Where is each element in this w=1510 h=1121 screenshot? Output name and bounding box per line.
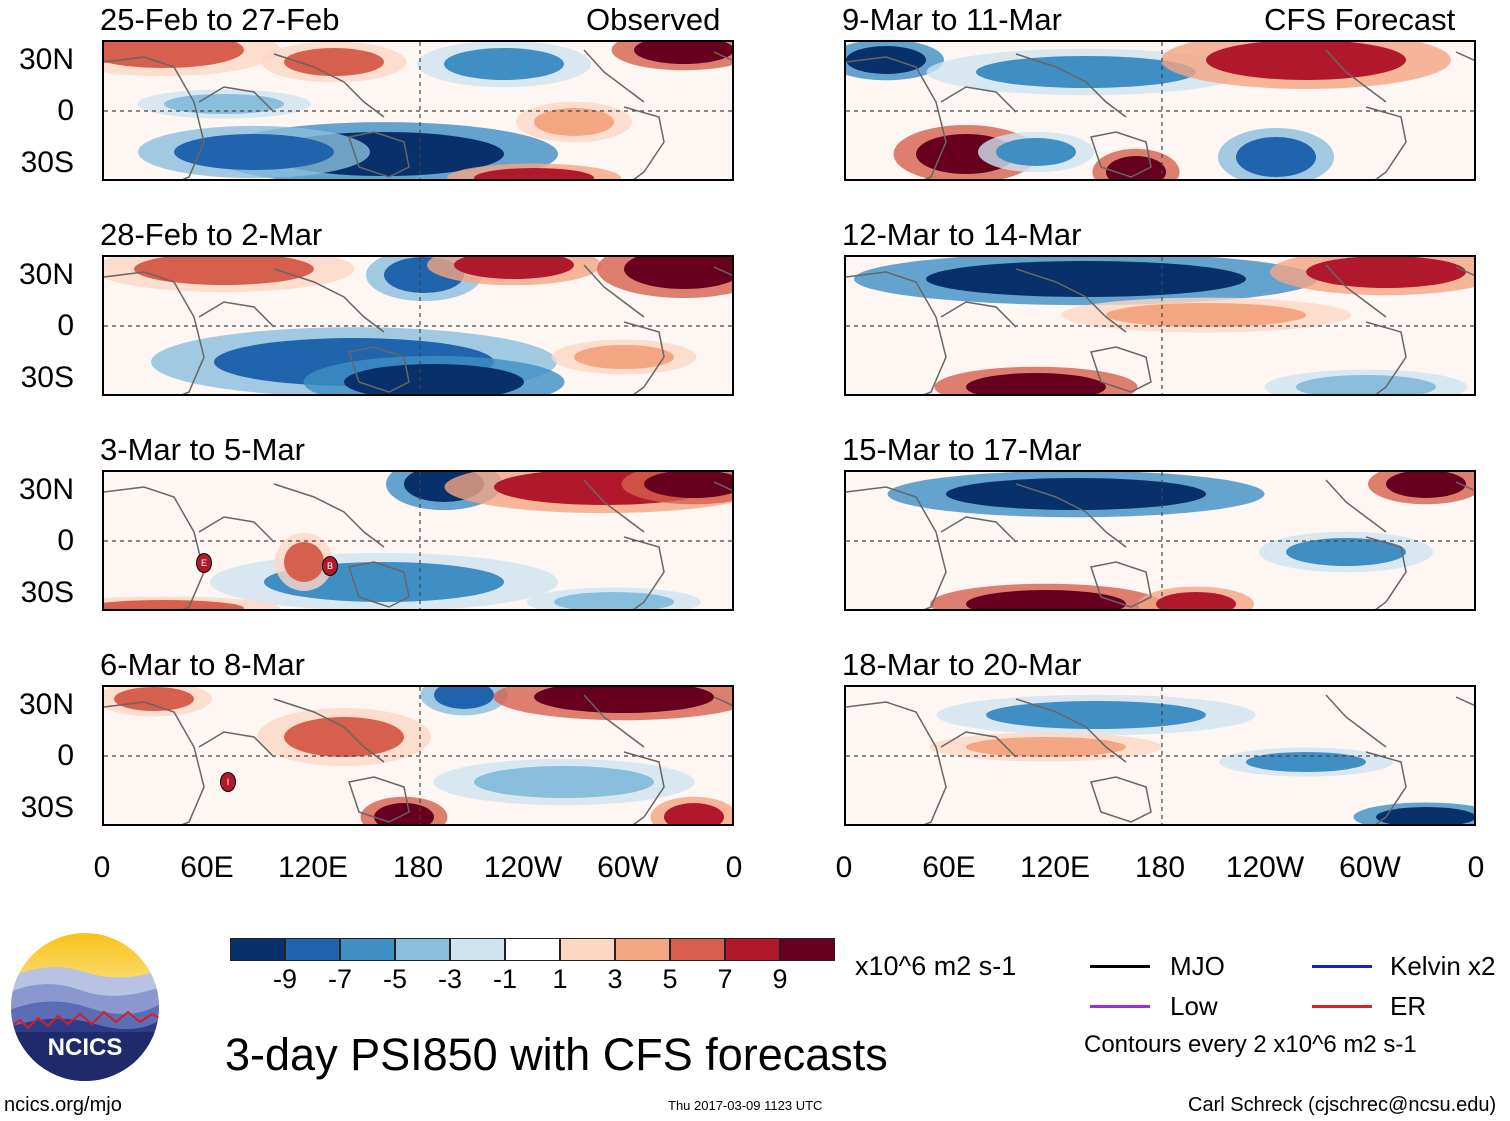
ncics-logo-graphic: NCICS [11, 933, 159, 1081]
ytick-30n: 30N [18, 473, 74, 506]
forecast-label: CFS Forecast [1264, 2, 1456, 37]
ytick-30s: 30S [20, 791, 74, 824]
footer-author: Carl Schreck (cjschrec@ncsu.edu) [1188, 1094, 1497, 1116]
field-map-8 [846, 687, 1474, 824]
legend-mjo-label: MJO [1170, 951, 1225, 981]
colorbar-label: 1 [552, 964, 568, 994]
legend-kelvin-label: Kelvin x2 [1390, 951, 1496, 981]
ytick-0: 0 [57, 309, 74, 342]
xtick-60w: 60W [597, 851, 659, 884]
map-panel-5 [844, 40, 1476, 181]
field-map-2 [104, 257, 732, 394]
xtick-60e: 60E [180, 851, 234, 884]
panel-title-3: 3-Mar to 5-Mar [100, 432, 305, 467]
legend-low-label: Low [1170, 991, 1218, 1021]
xtick-120w: 120W [483, 851, 563, 884]
ytick-30n: 30N [18, 688, 74, 721]
legend-low-line [1090, 1005, 1150, 1008]
xtick-0: 0 [93, 851, 111, 884]
xtick-180: 180 [1134, 851, 1186, 884]
panel-title-2: 28-Feb to 2-Mar [100, 217, 323, 252]
colorbar-units: x10^6 m2 s-1 [855, 951, 1017, 981]
panel-title-8: 18-Mar to 20-Mar [842, 647, 1082, 682]
storm-marker-e: E [196, 553, 212, 573]
ytick-0: 0 [57, 739, 74, 772]
xtick-60e: 60E [922, 851, 976, 884]
ytick-30s: 30S [20, 146, 74, 179]
ncics-logo: NCICS [10, 932, 160, 1082]
field-map-7 [846, 472, 1474, 609]
xtick-180: 180 [392, 851, 444, 884]
xtick-60w: 60W [1339, 851, 1401, 884]
observed-label: Observed [586, 2, 721, 37]
colorbar-swatch [450, 938, 505, 961]
map-panel-2 [102, 255, 734, 396]
colorbar-swatch [670, 938, 725, 961]
colorbar-label: -3 [437, 964, 462, 994]
colorbar-swatch [340, 938, 395, 961]
panel-title-4: 6-Mar to 8-Mar [100, 647, 305, 682]
ytick-0: 0 [57, 524, 74, 557]
ytick-30s: 30S [20, 361, 74, 394]
colorbar-label: -5 [382, 964, 407, 994]
field-map-4 [104, 687, 732, 824]
ytick-30n: 30N [18, 258, 74, 291]
legend-er-label: ER [1390, 991, 1427, 1021]
storm-marker-b: B [322, 556, 338, 576]
colorbar-label: 7 [717, 964, 733, 994]
colorbar-swatch [285, 938, 340, 961]
xtick-0-end: 0 [725, 851, 743, 884]
colorbar-label: 9 [772, 964, 788, 994]
ytick-30n: 30N [18, 43, 74, 76]
field-map-1 [104, 42, 732, 179]
colorbar-swatch [395, 938, 450, 961]
map-panel-4 [102, 685, 734, 826]
storm-marker-i: I [220, 772, 236, 792]
colorbar-label: -9 [272, 964, 297, 994]
ytick-30s: 30S [20, 576, 74, 609]
colorbar-swatch [725, 938, 780, 961]
xtick-120e: 120E [277, 851, 349, 884]
colorbar-label: -1 [492, 964, 517, 994]
legend-mjo-line [1090, 965, 1150, 968]
panel-title-5: 9-Mar to 11-Mar [842, 2, 1062, 37]
field-map-3 [104, 472, 732, 609]
field-map-5 [846, 42, 1474, 179]
map-panel-6 [844, 255, 1476, 396]
xtick-0: 0 [835, 851, 853, 884]
legend-kelvin-line [1312, 965, 1372, 968]
xtick-120w: 120W [1225, 851, 1305, 884]
footer-url: ncics.org/mjo [4, 1094, 122, 1116]
colorbar-label: -7 [327, 964, 352, 994]
panel-title-1: 25-Feb to 27-Feb [100, 2, 340, 37]
colorbar-label: 3 [607, 964, 623, 994]
map-panel-7 [844, 470, 1476, 611]
xtick-120e: 120E [1019, 851, 1091, 884]
map-panel-8 [844, 685, 1476, 826]
footer-timestamp: Thu 2017-03-09 1123 UTC [668, 1098, 823, 1113]
contours-note: Contours every 2 x10^6 m2 s-1 [1084, 1031, 1417, 1058]
map-panel-1 [102, 40, 734, 181]
colorbar-swatch [780, 938, 835, 961]
field-map-6 [846, 257, 1474, 394]
panel-title-7: 15-Mar to 17-Mar [842, 432, 1082, 467]
colorbar-swatch [615, 938, 670, 961]
panel-title-6: 12-Mar to 14-Mar [842, 217, 1082, 252]
ytick-0: 0 [57, 94, 74, 127]
xtick-0-end: 0 [1467, 851, 1485, 884]
legend-er-line [1312, 1005, 1372, 1008]
colorbar-swatch [505, 938, 560, 961]
map-panel-3 [102, 470, 734, 611]
colorbar-swatch [230, 938, 285, 961]
logo-text: NCICS [48, 1034, 123, 1061]
main-title: 3-day PSI850 with CFS forecasts [225, 1029, 888, 1080]
colorbar-swatch [560, 938, 615, 961]
colorbar-label: 5 [662, 964, 678, 994]
